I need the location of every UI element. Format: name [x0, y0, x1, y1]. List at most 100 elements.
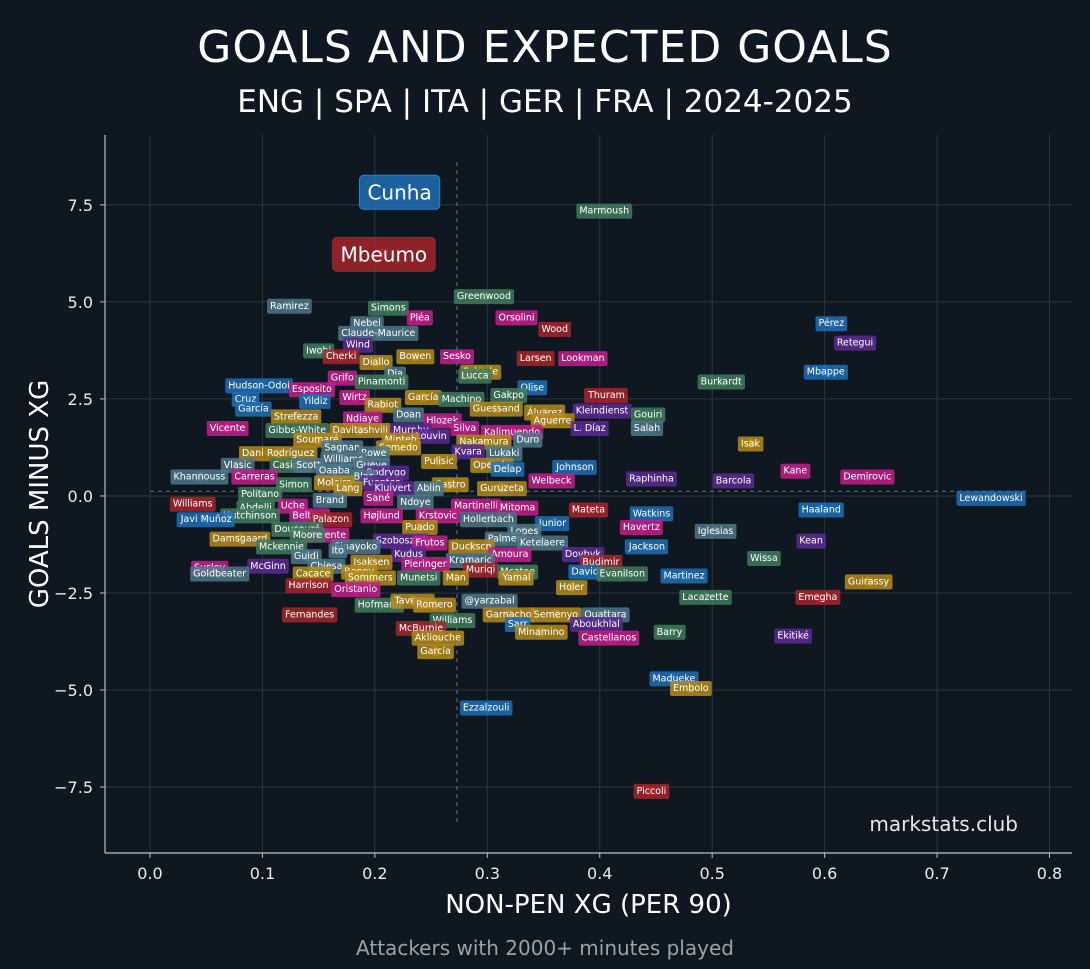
label-box — [402, 519, 438, 535]
label-box — [288, 382, 336, 398]
label-box — [343, 337, 373, 353]
chart-title: GOALS AND EXPECTED GOALS — [197, 22, 893, 73]
label-box — [584, 388, 628, 404]
player-name: Højlund — [363, 510, 399, 521]
player-name: Isaksen — [354, 557, 390, 568]
x-tick-label: 0.7 — [924, 864, 949, 883]
label-box — [417, 644, 454, 660]
label-box — [322, 349, 360, 365]
point-label: Minamino — [515, 624, 568, 640]
player-name: Minteh — [384, 435, 416, 446]
label-box — [176, 512, 235, 528]
player-name: Lopes — [511, 526, 539, 537]
point-label: Duckscn — [448, 539, 495, 555]
player-name: Lookman — [561, 353, 604, 364]
label-box — [451, 498, 502, 514]
player-name: Rabiot — [368, 400, 399, 411]
player-name: Nebel — [353, 318, 380, 329]
player-name: Scott — [296, 460, 321, 471]
player-name: Dovbyk — [565, 549, 601, 560]
label-box — [393, 407, 425, 423]
player-name: Johnson — [555, 462, 593, 473]
point-label: Barry — [653, 624, 686, 640]
point-label: Salah — [630, 421, 664, 437]
point-label: Guirassy — [844, 574, 893, 590]
label-box — [653, 624, 686, 640]
point-label: Iglesias — [694, 523, 737, 539]
point-label: Aguerre — [530, 413, 575, 429]
x-tick-label: 0.5 — [699, 864, 724, 883]
label-box — [338, 325, 419, 341]
point-label: Puado — [402, 519, 438, 535]
player-name: Ndiaye — [346, 413, 379, 424]
point-label: Politano — [238, 487, 283, 502]
player-name: Retegui — [837, 338, 873, 349]
player-name: Moore — [293, 530, 323, 541]
label-box — [555, 580, 588, 596]
label-box — [453, 289, 515, 305]
player-name: Ezzalzouli — [463, 702, 510, 713]
player-name: Khannouss — [174, 472, 226, 483]
point-label: Semenyo — [530, 607, 582, 623]
player-name: Rodrygo — [366, 468, 406, 479]
player-name: Morente — [307, 530, 346, 541]
y-tick-label: −5.0 — [54, 681, 93, 700]
player-name: L. Díaz — [574, 423, 606, 434]
player-name: Krstovic — [419, 510, 457, 521]
label-box — [415, 508, 460, 524]
point-label: Lang — [333, 481, 363, 497]
label-box — [469, 401, 523, 417]
player-name: Carreras — [234, 472, 274, 483]
label-box — [342, 411, 383, 427]
player-name: Cunha — [367, 180, 431, 204]
point-label: Yildiz — [299, 393, 331, 409]
point-label: Cunha — [358, 174, 441, 210]
label-box — [170, 469, 229, 485]
player-name: Silva — [453, 423, 476, 434]
point-label: Sagnan — [321, 440, 364, 456]
label-box — [780, 463, 811, 479]
player-name: Vlasic — [224, 460, 252, 471]
player-name: Guruzeta — [480, 483, 524, 494]
player-name: Sané — [366, 493, 390, 504]
label-box — [344, 570, 396, 586]
player-name: Larsen — [520, 353, 552, 364]
point-label: Dani Rodríguez — [239, 446, 318, 462]
point-label: Delap — [490, 461, 525, 477]
label-box — [490, 461, 525, 477]
point-label: David — [568, 564, 602, 580]
grid-lines — [105, 135, 1072, 853]
player-name: Pléa — [410, 312, 430, 323]
point-label: Javi Muñoz — [176, 512, 235, 528]
point-label: Guruzeta — [477, 481, 527, 497]
player-name: Raphinha — [629, 473, 674, 484]
player-name: Dani Rodríguez — [242, 448, 314, 459]
point-label: Vicente — [206, 421, 249, 437]
point-label: Claude-Maurice — [338, 325, 419, 341]
x-tick-label: 0.6 — [812, 864, 837, 883]
point-label: Amoura — [488, 547, 532, 563]
player-name: García — [408, 392, 439, 403]
player-name: Williams — [433, 615, 473, 626]
player-name: Puado — [405, 522, 434, 533]
label-box — [190, 566, 250, 582]
label-box — [327, 370, 357, 386]
label-box — [844, 574, 893, 590]
player-name: Piccoli — [637, 786, 667, 797]
label-box — [737, 436, 764, 452]
player-name: Duro — [516, 435, 539, 446]
label-box — [626, 471, 677, 487]
player-name: Beltran — [292, 510, 326, 521]
label-box — [569, 617, 623, 633]
label-box — [534, 516, 570, 532]
label-box — [679, 589, 732, 605]
point-label: Moore — [289, 527, 326, 543]
label-box — [530, 413, 575, 429]
label-box — [596, 566, 648, 582]
player-name: Yildiz — [302, 396, 327, 407]
label-box — [956, 490, 1026, 506]
point-label: Sané — [363, 490, 394, 506]
player-name: Kramaric — [449, 555, 492, 566]
player-name: Budimir — [582, 557, 619, 568]
label-box — [798, 502, 844, 518]
